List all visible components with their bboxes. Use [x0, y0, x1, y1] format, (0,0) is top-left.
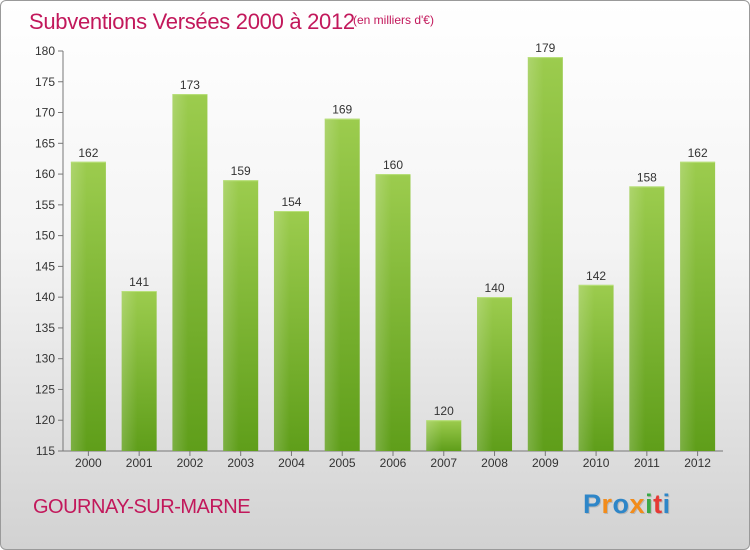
logo-letter: t [653, 489, 663, 519]
proxiti-logo: Proxiti [583, 489, 671, 520]
data-label: 160 [383, 158, 403, 172]
x-tick-label: 2010 [583, 456, 610, 470]
x-tick-label: 2006 [380, 456, 407, 470]
bar-highlight [629, 186, 646, 451]
data-label: 141 [129, 275, 149, 289]
y-tick-label: 155 [35, 198, 55, 212]
logo-letter: o [612, 489, 630, 519]
y-tick-label: 180 [35, 44, 55, 58]
bars [70, 57, 716, 452]
x-tick-label: 2005 [329, 456, 356, 470]
data-label: 173 [180, 78, 200, 92]
bar-highlight [70, 161, 87, 451]
x-tick-label: 2008 [481, 456, 508, 470]
data-label: 154 [281, 195, 301, 209]
x-tick-label: 2012 [684, 456, 711, 470]
data-label: 159 [231, 164, 251, 178]
bar-highlight [527, 57, 544, 452]
data-label: 140 [485, 281, 505, 295]
x-tick-label: 2002 [177, 456, 204, 470]
bar-highlight [375, 174, 392, 452]
axes: 115 120 125 130 135 140 145 150 155 160 165 170 175 1… [35, 44, 723, 470]
logo-letter: i [645, 489, 654, 519]
y-tick-label: 125 [35, 382, 55, 396]
data-label: 162 [688, 146, 708, 160]
data-label: 120 [434, 404, 454, 418]
data-label: 158 [637, 170, 657, 184]
y-tick-label: 150 [35, 229, 55, 243]
x-tick-label: 2009 [532, 456, 559, 470]
bar-highlight [477, 297, 493, 451]
x-tick-label: 2011 [634, 456, 660, 470]
bar-highlight [324, 118, 341, 451]
bar-highlight [426, 420, 443, 451]
y-tick-label: 160 [35, 167, 55, 181]
y-tick-label: 115 [36, 444, 55, 458]
bar-highlight [223, 180, 239, 451]
x-tick-label: 2001 [126, 456, 153, 470]
y-tick-label: 120 [35, 413, 55, 427]
y-tick-label: 135 [35, 321, 55, 335]
y-tick-label: 140 [35, 290, 55, 304]
x-tick-label: 2004 [278, 456, 305, 470]
y-tick-label: 145 [35, 259, 55, 273]
logo-letter: P [583, 489, 602, 519]
bar-highlight [273, 211, 290, 451]
logo-letter: x [629, 489, 646, 519]
chart-subtitle: (en milliers d'€) [353, 13, 434, 27]
chart-title: Subventions Versées 2000 à 2012 [29, 9, 355, 34]
y-tick-label: 165 [35, 136, 55, 150]
x-tick-label: 2007 [430, 456, 457, 470]
commune-name: GOURNAY-SUR-MARNE [33, 496, 251, 518]
logo-letter: i [662, 489, 671, 519]
bar-highlight [172, 94, 189, 452]
bar-highlight [121, 291, 138, 451]
data-label: 162 [78, 146, 98, 160]
data-label: 179 [535, 41, 555, 55]
y-tick-label: 175 [35, 75, 55, 89]
x-tick-label: 2003 [227, 456, 254, 470]
logo-letter: r [601, 489, 613, 519]
data-labels: 162 141 173 159 154 169 160 120 140 179 142 158 162 [78, 41, 708, 418]
bar-highlight [578, 284, 595, 451]
x-tick-label: 2000 [75, 456, 102, 470]
y-tick-label: 170 [35, 106, 55, 120]
bar-highlight [680, 161, 696, 451]
data-label: 142 [586, 269, 606, 283]
y-tick-label: 130 [35, 352, 55, 366]
data-label: 169 [332, 103, 352, 117]
